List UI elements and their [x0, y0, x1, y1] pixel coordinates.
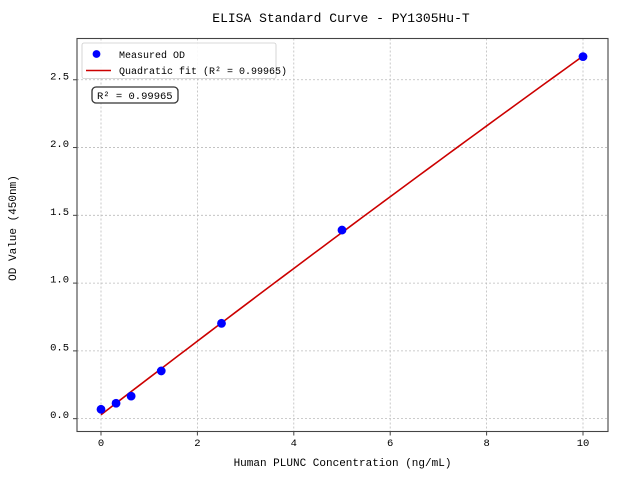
svg-text:Quadratic fit (R² = 0.99965): Quadratic fit (R² = 0.99965)	[119, 66, 287, 78]
svg-text:1.0: 1.0	[50, 275, 69, 287]
svg-text:Human PLUNC Concentration (ng/: Human PLUNC Concentration (ng/mL)	[234, 458, 452, 470]
svg-text:0.5: 0.5	[50, 342, 69, 354]
svg-text:R² = 0.99965: R² = 0.99965	[97, 91, 173, 103]
svg-text:OD Value (450nm): OD Value (450nm)	[8, 175, 20, 281]
svg-text:2: 2	[194, 438, 200, 450]
svg-text:1.5: 1.5	[50, 207, 69, 219]
svg-text:0: 0	[98, 438, 104, 450]
svg-text:0.0: 0.0	[50, 410, 69, 422]
svg-text:2.0: 2.0	[50, 139, 69, 151]
svg-text:ELISA Standard Curve - PY1305H: ELISA Standard Curve - PY1305Hu-T	[212, 11, 470, 26]
svg-text:2.5: 2.5	[50, 71, 69, 83]
svg-text:10: 10	[577, 438, 590, 450]
svg-text:Measured OD: Measured OD	[119, 50, 185, 62]
svg-text:8: 8	[483, 438, 489, 450]
svg-text:4: 4	[291, 438, 297, 450]
svg-text:6: 6	[387, 438, 393, 450]
